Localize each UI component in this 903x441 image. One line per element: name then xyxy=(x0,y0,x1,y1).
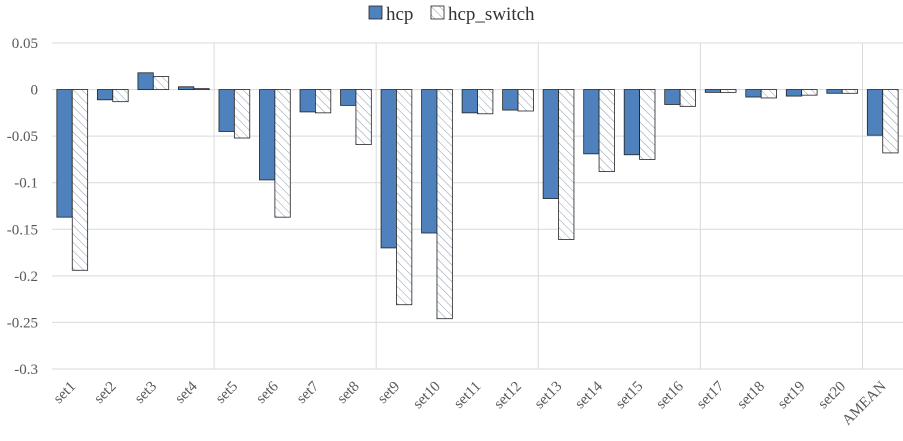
bar xyxy=(396,89,413,306)
bar xyxy=(583,89,600,155)
x-tick-label: set9 xyxy=(375,379,403,407)
y-tick-label: 0 xyxy=(31,83,39,99)
bar xyxy=(841,89,859,94)
bar xyxy=(760,89,777,99)
bar xyxy=(704,89,722,93)
x-tick-label: set2 xyxy=(91,379,119,407)
bar xyxy=(866,89,884,136)
bar xyxy=(598,89,615,172)
x-tick-label: set10 xyxy=(410,379,444,413)
y-tick-label: -0.15 xyxy=(7,222,38,238)
bar xyxy=(96,89,114,101)
bar xyxy=(785,89,803,97)
x-tick-label: set15 xyxy=(613,379,647,413)
bar xyxy=(259,89,276,181)
bar xyxy=(461,89,478,114)
bar xyxy=(502,89,519,111)
bar xyxy=(801,89,818,96)
legend-swatch xyxy=(430,5,445,20)
x-tick-label: set4 xyxy=(172,378,201,407)
bar xyxy=(218,89,235,132)
legend-swatch xyxy=(368,5,383,20)
x-tick-label: set14 xyxy=(572,378,606,412)
bar xyxy=(315,89,332,114)
x-tick-label: set17 xyxy=(694,378,728,412)
y-tick-label: -0.3 xyxy=(14,362,38,378)
bar xyxy=(477,89,494,115)
y-tick-label: -0.25 xyxy=(7,315,38,331)
x-tick-label: set11 xyxy=(451,379,484,412)
x-tick-label: set20 xyxy=(815,379,849,413)
bar xyxy=(193,88,210,90)
y-tick-label: 0.05 xyxy=(12,36,38,52)
x-tick-label: set19 xyxy=(775,379,809,413)
bar xyxy=(299,89,316,113)
bar xyxy=(679,89,696,107)
bar xyxy=(882,89,899,154)
bar xyxy=(71,89,89,271)
bar xyxy=(436,89,453,320)
bar xyxy=(745,89,762,98)
bar xyxy=(56,89,73,218)
x-tick-label: set1 xyxy=(51,379,79,407)
bar xyxy=(137,72,154,90)
y-tick-label: -0.05 xyxy=(7,129,38,145)
x-tick-label: set18 xyxy=(734,379,768,413)
y-tick-label: -0.2 xyxy=(14,269,38,285)
bar xyxy=(233,89,251,139)
bar xyxy=(664,89,681,105)
legend-label: hcp xyxy=(386,4,413,25)
bar xyxy=(421,89,438,234)
x-tick-label: set5 xyxy=(213,379,241,407)
bar xyxy=(355,89,372,145)
bar xyxy=(558,89,575,240)
x-tick-label: AMEAN xyxy=(839,378,889,428)
legend-label: hcp_switch xyxy=(448,4,535,25)
x-tick-label: set8 xyxy=(334,379,362,407)
x-tick-label: set13 xyxy=(532,379,566,413)
bar xyxy=(152,76,170,90)
bar xyxy=(826,89,843,94)
bar xyxy=(720,89,737,93)
x-tick-label: set6 xyxy=(253,378,282,407)
bar xyxy=(542,89,559,199)
x-tick-label: set12 xyxy=(491,379,525,413)
bar xyxy=(517,89,534,112)
bar xyxy=(639,89,656,160)
x-tick-label: set3 xyxy=(132,379,160,407)
bar xyxy=(178,86,195,90)
bar xyxy=(623,89,640,156)
legend: hcp hcp_switch xyxy=(368,4,535,25)
bar xyxy=(274,89,291,218)
bar xyxy=(340,89,357,106)
x-tick-label: set7 xyxy=(294,378,323,407)
bar xyxy=(380,89,397,249)
x-tick-label: set16 xyxy=(653,378,687,412)
bar xyxy=(112,89,129,103)
y-tick-label: -0.1 xyxy=(14,176,38,192)
